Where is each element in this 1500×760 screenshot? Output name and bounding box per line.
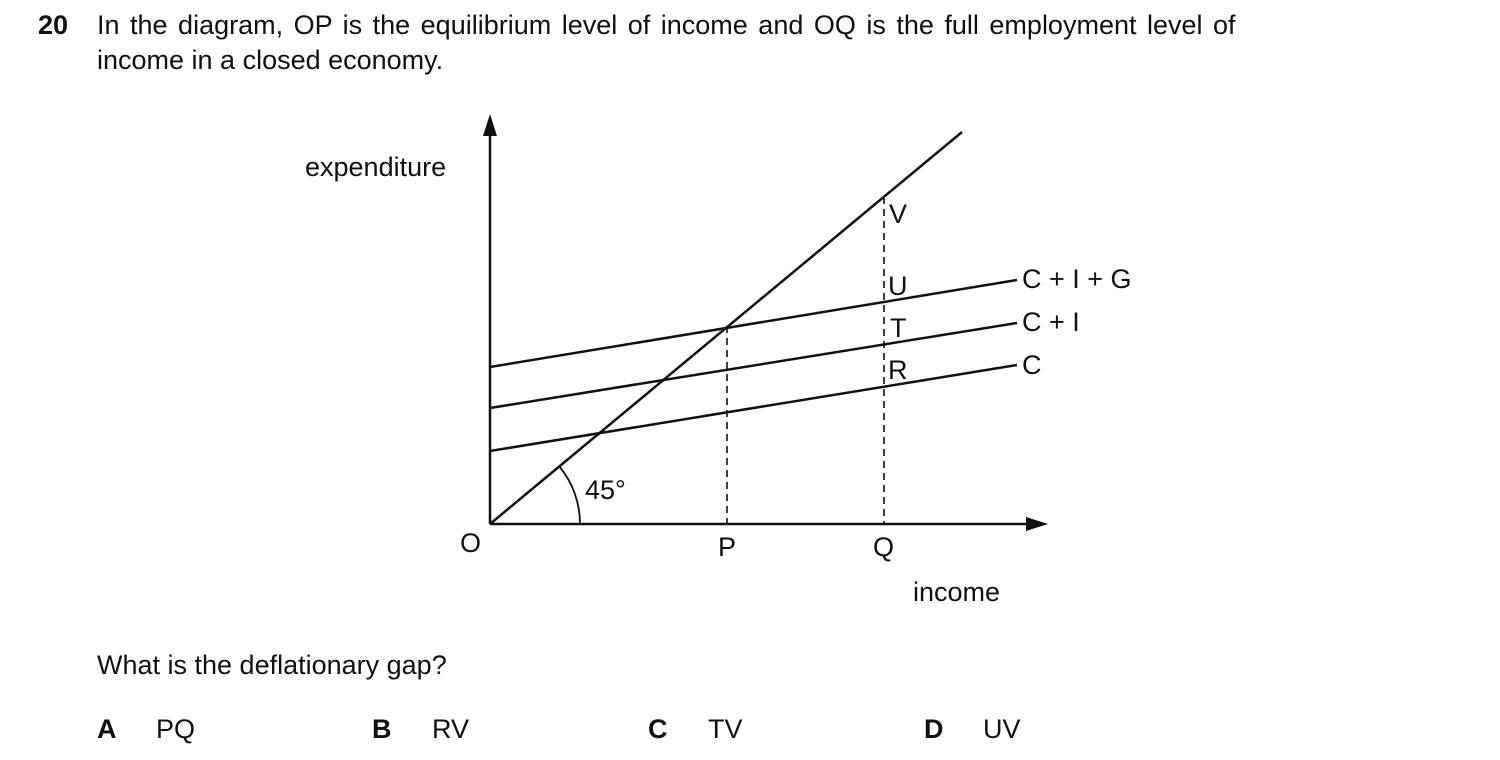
c-i-label: C + I (1022, 307, 1080, 337)
option-letter: A (97, 714, 117, 744)
point-u-label: U (888, 271, 908, 301)
p-label: P (718, 532, 736, 562)
option-text: TV (708, 714, 743, 744)
option-text: PQ (156, 714, 196, 744)
x-axis-label: income (913, 577, 1000, 607)
question-number: 20 (38, 10, 69, 40)
option-letter: D (924, 714, 944, 744)
c-i-g-line (489, 278, 1018, 369)
c-line (489, 363, 1018, 453)
c-label: C (1022, 350, 1042, 380)
c-i-g-label: C + I + G (1022, 264, 1132, 294)
point-v-label: V (889, 199, 907, 229)
y-axis-label: expenditure (305, 152, 446, 182)
question-text-line2: income in a closed economy. (97, 45, 444, 75)
origin-label: O (460, 528, 481, 558)
y-axis-arrow (483, 114, 497, 136)
angle-arc (558, 465, 581, 525)
c-i-line (489, 321, 1018, 410)
option-letter: C (648, 714, 668, 744)
question-prompt: What is the deflationary gap? (97, 650, 447, 680)
angle-label: 45° (585, 475, 626, 505)
x-axis-arrow (1026, 517, 1048, 531)
option-letter: B (372, 714, 392, 744)
option-text: UV (983, 714, 1021, 744)
point-r-label: R (888, 355, 908, 385)
question-text-line1: In the diagram, OP is the equilibrium le… (97, 10, 1236, 40)
option-text: RV (432, 714, 470, 744)
point-t-label: T (890, 313, 907, 343)
q-label: Q (873, 532, 894, 562)
